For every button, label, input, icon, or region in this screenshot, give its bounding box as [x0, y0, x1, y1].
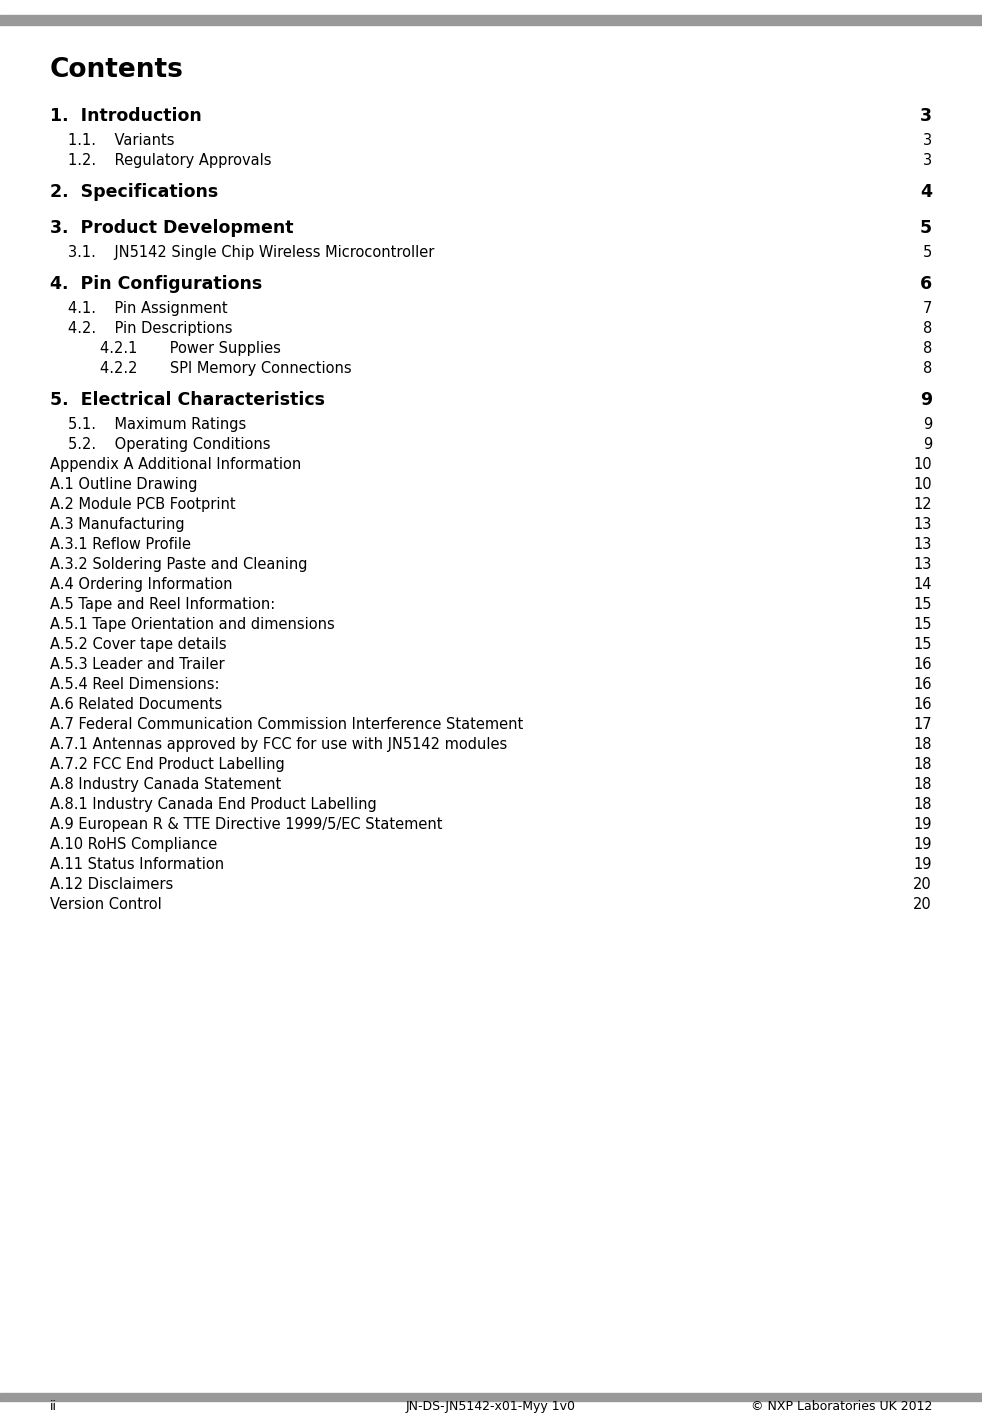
Text: 13: 13	[913, 557, 932, 571]
Text: ii: ii	[50, 1399, 57, 1414]
Text: 4.  Pin Configurations: 4. Pin Configurations	[50, 275, 262, 294]
Text: 7: 7	[923, 301, 932, 316]
Text: A.5.4 Reel Dimensions:: A.5.4 Reel Dimensions:	[50, 677, 220, 693]
Text: A.8 Industry Canada Statement: A.8 Industry Canada Statement	[50, 777, 281, 792]
Text: A.9 European R & TTE Directive 1999/5/EC Statement: A.9 European R & TTE Directive 1999/5/EC…	[50, 817, 443, 832]
Text: A.5.2 Cover tape details: A.5.2 Cover tape details	[50, 637, 227, 653]
Text: 8: 8	[923, 341, 932, 356]
Text: Version Control: Version Control	[50, 896, 162, 912]
Text: 5: 5	[920, 219, 932, 237]
Text: 5.2.    Operating Conditions: 5.2. Operating Conditions	[68, 437, 270, 452]
Text: 15: 15	[913, 617, 932, 633]
Text: 10: 10	[913, 457, 932, 472]
Text: 16: 16	[913, 697, 932, 712]
Text: 8: 8	[923, 321, 932, 336]
Text: A.10 RoHS Compliance: A.10 RoHS Compliance	[50, 836, 217, 852]
Text: A.8.1 Industry Canada End Product Labelling: A.8.1 Industry Canada End Product Labell…	[50, 797, 377, 812]
Text: 12: 12	[913, 497, 932, 512]
Text: 3: 3	[923, 133, 932, 148]
Text: 2.  Specifications: 2. Specifications	[50, 182, 218, 201]
Text: 17: 17	[913, 717, 932, 732]
Text: Contents: Contents	[50, 57, 184, 83]
Text: 14: 14	[913, 577, 932, 591]
Bar	[0, 16, 982, 26]
Text: © NXP Laboratories UK 2012: © NXP Laboratories UK 2012	[750, 1399, 932, 1414]
Bar	[0, 1394, 982, 1401]
Text: 4.2.1       Power Supplies: 4.2.1 Power Supplies	[100, 341, 281, 356]
Text: A.6 Related Documents: A.6 Related Documents	[50, 697, 222, 712]
Text: 4.1.    Pin Assignment: 4.1. Pin Assignment	[68, 301, 228, 316]
Text: 16: 16	[913, 657, 932, 673]
Text: 9: 9	[920, 390, 932, 409]
Text: A.5.3 Leader and Trailer: A.5.3 Leader and Trailer	[50, 657, 225, 673]
Text: JN-DS-JN5142-x01-Myy 1v0: JN-DS-JN5142-x01-Myy 1v0	[406, 1399, 576, 1414]
Text: 4.2.    Pin Descriptions: 4.2. Pin Descriptions	[68, 321, 233, 336]
Text: A.4 Ordering Information: A.4 Ordering Information	[50, 577, 233, 591]
Text: 4.2.2       SPI Memory Connections: 4.2.2 SPI Memory Connections	[100, 361, 352, 376]
Text: 4: 4	[920, 182, 932, 201]
Text: 18: 18	[913, 777, 932, 792]
Text: 13: 13	[913, 537, 932, 551]
Text: 18: 18	[913, 757, 932, 772]
Text: A.7.2 FCC End Product Labelling: A.7.2 FCC End Product Labelling	[50, 757, 285, 772]
Text: A.11 Status Information: A.11 Status Information	[50, 856, 224, 872]
Text: 1.  Introduction: 1. Introduction	[50, 107, 201, 125]
Text: 8: 8	[923, 361, 932, 376]
Text: 13: 13	[913, 517, 932, 532]
Text: 20: 20	[913, 876, 932, 892]
Text: 3.1.    JN5142 Single Chip Wireless Microcontroller: 3.1. JN5142 Single Chip Wireless Microco…	[68, 245, 434, 259]
Text: 9: 9	[923, 418, 932, 432]
Text: A.1 Outline Drawing: A.1 Outline Drawing	[50, 477, 197, 492]
Text: A.3.1 Reflow Profile: A.3.1 Reflow Profile	[50, 537, 191, 551]
Text: A.7.1 Antennas approved by FCC for use with JN5142 modules: A.7.1 Antennas approved by FCC for use w…	[50, 737, 508, 752]
Text: 18: 18	[913, 737, 932, 752]
Text: 5: 5	[923, 245, 932, 259]
Text: A.5.1 Tape Orientation and dimensions: A.5.1 Tape Orientation and dimensions	[50, 617, 335, 633]
Text: 19: 19	[913, 817, 932, 832]
Text: A.2 Module PCB Footprint: A.2 Module PCB Footprint	[50, 497, 236, 512]
Text: 19: 19	[913, 856, 932, 872]
Text: A.7 Federal Communication Commission Interference Statement: A.7 Federal Communication Commission Int…	[50, 717, 523, 732]
Text: 5.  Electrical Characteristics: 5. Electrical Characteristics	[50, 390, 325, 409]
Text: 15: 15	[913, 597, 932, 611]
Text: 16: 16	[913, 677, 932, 693]
Text: 3.  Product Development: 3. Product Development	[50, 219, 294, 237]
Text: 3: 3	[923, 152, 932, 168]
Text: A.5 Tape and Reel Information:: A.5 Tape and Reel Information:	[50, 597, 275, 611]
Text: A.12 Disclaimers: A.12 Disclaimers	[50, 876, 173, 892]
Text: 9: 9	[923, 437, 932, 452]
Text: Appendix A Additional Information: Appendix A Additional Information	[50, 457, 301, 472]
Text: 1.1.    Variants: 1.1. Variants	[68, 133, 175, 148]
Text: 5.1.    Maximum Ratings: 5.1. Maximum Ratings	[68, 418, 246, 432]
Text: 15: 15	[913, 637, 932, 653]
Text: 6: 6	[920, 275, 932, 294]
Text: 3: 3	[920, 107, 932, 125]
Text: 10: 10	[913, 477, 932, 492]
Text: 18: 18	[913, 797, 932, 812]
Text: 19: 19	[913, 836, 932, 852]
Text: 20: 20	[913, 896, 932, 912]
Text: A.3.2 Soldering Paste and Cleaning: A.3.2 Soldering Paste and Cleaning	[50, 557, 307, 571]
Text: 1.2.    Regulatory Approvals: 1.2. Regulatory Approvals	[68, 152, 271, 168]
Text: A.3 Manufacturing: A.3 Manufacturing	[50, 517, 185, 532]
